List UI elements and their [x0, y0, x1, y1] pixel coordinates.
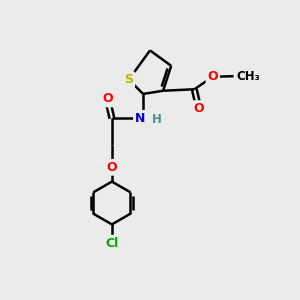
Text: Cl: Cl	[105, 237, 119, 250]
Text: S: S	[124, 73, 133, 86]
Text: O: O	[194, 102, 204, 115]
Text: O: O	[102, 92, 113, 106]
Text: O: O	[106, 161, 117, 174]
Text: O: O	[207, 70, 218, 83]
Text: CH₃: CH₃	[236, 70, 260, 83]
Text: H: H	[152, 113, 161, 126]
Text: N: N	[135, 112, 145, 125]
